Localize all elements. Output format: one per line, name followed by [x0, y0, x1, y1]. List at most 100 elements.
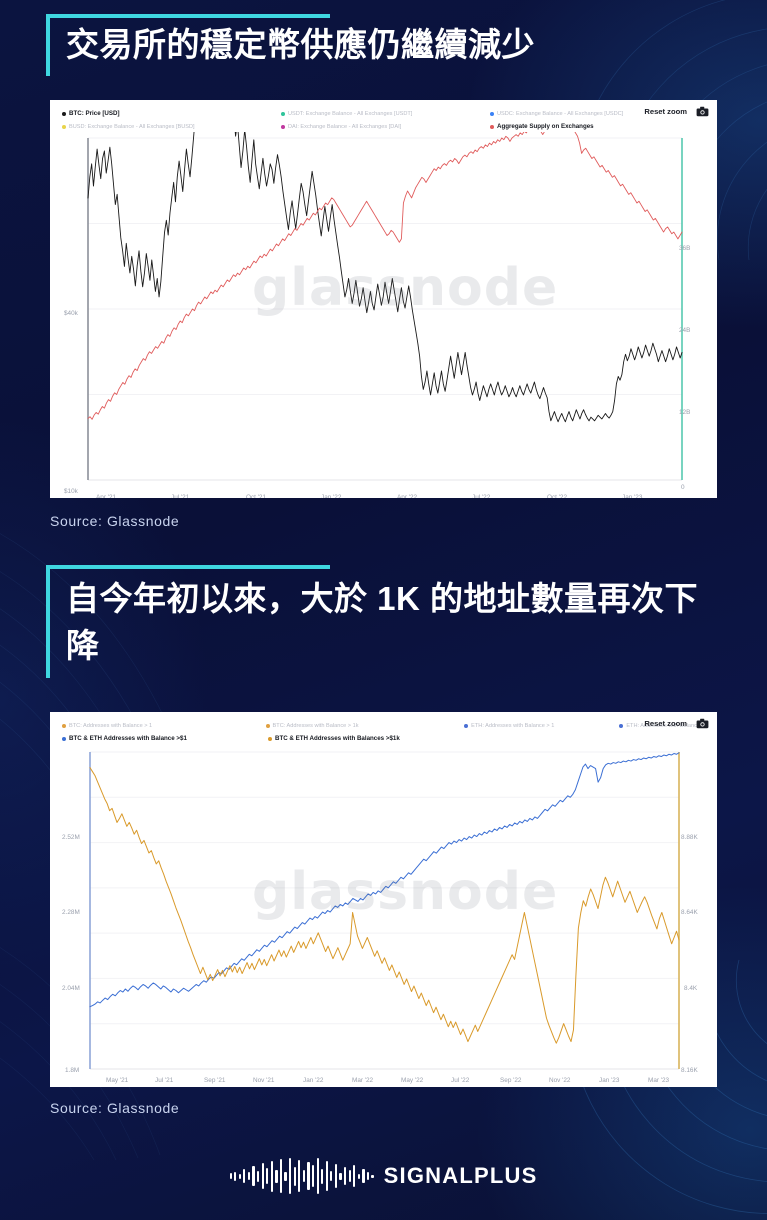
waveform-bar	[257, 1170, 260, 1182]
legend-dot-icon	[281, 111, 285, 116]
chart-2-legend-row-1: BTC: Addresses with Balance > 1 BTC: Add…	[62, 719, 709, 732]
y-right-tick: 0	[681, 484, 685, 491]
legend-label: BTC: Addresses with Balance > 1k	[272, 722, 359, 729]
y-left-tick: $40k	[64, 310, 78, 317]
x-tick: Sep '21	[204, 1077, 226, 1084]
waveform-bar	[362, 1169, 365, 1183]
legend-item-busd-balance[interactable]: BUSD: Exchange Balance - All Exchanges […	[62, 123, 272, 131]
legend-item-eth-addr-balance[interactable]: ETH: Addresses with Balance	[619, 722, 700, 730]
legend-label: ETH: Addresses with Balance > 1	[471, 722, 555, 729]
waveform-bar	[234, 1171, 237, 1181]
x-tick: Sep '22	[500, 1077, 522, 1084]
x-tick: Mar '23	[648, 1077, 670, 1084]
y-left-tick: 2.04M	[62, 985, 80, 992]
legend-label: BTC & ETH Addresses with Balances >$1k	[275, 734, 400, 742]
heading-accent-bar-top	[46, 14, 330, 18]
x-tick: Jan '23	[599, 1077, 620, 1084]
section-1-title: 交易所的穩定幣供應仍繼續減少	[66, 26, 535, 63]
legend-item-btc-price[interactable]: BTC: Price [USD]	[62, 110, 272, 118]
waveform-bar	[325, 1161, 328, 1191]
legend-dot-icon	[265, 723, 270, 728]
reset-zoom-button[interactable]: Reset zoom	[644, 107, 687, 116]
waveform-bar	[344, 1167, 347, 1185]
waveform-bar	[334, 1164, 338, 1188]
camera-icon[interactable]	[696, 718, 709, 729]
chart-1-plot-area[interactable]: $40k $10k 36B 24B 12B 0 Apr '21 Jul '21 …	[50, 132, 717, 498]
waveform-bar	[229, 1173, 232, 1179]
legend-dot-icon	[281, 124, 285, 129]
x-tick: Apr '21	[96, 494, 117, 498]
legend-label: BUSD: Exchange Balance - All Exchanges […	[69, 123, 195, 130]
legend-dot-icon	[490, 124, 494, 129]
heading-accent-bar-left	[46, 14, 50, 76]
waveform-bar	[311, 1165, 315, 1187]
footer-logo: SIGNALPLUS	[0, 1156, 767, 1196]
waveform-bar	[353, 1165, 356, 1187]
legend-label: USDC: Exchange Balance - All Exchanges […	[497, 110, 624, 117]
legend-label: DAI: Exchange Balance - All Exchanges [D…	[288, 123, 402, 130]
y-right-tick: 8.64K	[681, 909, 698, 916]
section-2-source: Source: Glassnode	[50, 1100, 180, 1116]
reset-zoom-button[interactable]: Reset zoom	[644, 719, 687, 728]
camera-icon[interactable]	[696, 106, 709, 117]
chart-card-address-counts: BTC: Addresses with Balance > 1 BTC: Add…	[50, 712, 717, 1087]
waveform-bar	[366, 1172, 370, 1180]
legend-label: USDT: Exchange Balance - All Exchanges […	[288, 110, 413, 117]
legend-item-eth-addr-gt-1[interactable]: ETH: Addresses with Balance > 1	[464, 722, 610, 730]
chart-card-stablecoin-supply: BTC: Price [USD] USDT: Exchange Balance …	[50, 100, 717, 498]
waveform-bar	[266, 1168, 269, 1184]
waveform-bar	[279, 1159, 283, 1193]
waveform-bar	[275, 1169, 278, 1183]
chart-2-legend: BTC: Addresses with Balance > 1 BTC: Add…	[50, 712, 717, 744]
x-tick: Jul '22	[451, 1077, 470, 1084]
x-tick: Oct '22	[547, 494, 568, 498]
chart-1-legend: BTC: Price [USD] USDT: Exchange Balance …	[50, 100, 717, 132]
legend-dot-icon	[464, 723, 469, 728]
legend-item-usdc-balance[interactable]: USDC: Exchange Balance - All Exchanges […	[490, 110, 623, 118]
waveform-bar	[252, 1166, 255, 1186]
waveform-bar	[307, 1162, 310, 1190]
waveform-bar	[247, 1172, 251, 1180]
legend-item-dai-balance[interactable]: DAI: Exchange Balance - All Exchanges [D…	[281, 123, 481, 131]
waveform-bar	[371, 1174, 374, 1178]
heading-accent-bar-left	[46, 565, 50, 678]
waveform-bar	[321, 1168, 324, 1184]
x-tick: Nov '21	[253, 1077, 275, 1084]
waveform-bar	[293, 1166, 296, 1186]
waveform-bar	[357, 1173, 360, 1179]
legend-item-aggregate-supply[interactable]: Aggregate Supply on Exchanges	[490, 123, 594, 131]
chart-2-svg	[89, 751, 680, 1070]
legend-item-btc-eth-gt-1usd[interactable]: BTC & ETH Addresses with Balance >$1	[62, 735, 259, 743]
waveform-bar	[270, 1160, 273, 1192]
y-left-tick: 1.8M	[65, 1067, 80, 1074]
x-tick: Jul '21	[155, 1077, 174, 1084]
legend-dot-icon	[62, 736, 66, 741]
x-tick: Mar '22	[352, 1077, 374, 1084]
waveform-bar	[243, 1169, 246, 1183]
y-right-tick: 36B	[679, 245, 691, 252]
chart-2-plot-area[interactable]: 2.52M 2.28M 2.04M 1.8M 8.88K 8.64K 8.4K …	[50, 744, 717, 1087]
legend-dot-icon	[268, 736, 272, 741]
legend-item-usdt-balance[interactable]: USDT: Exchange Balance - All Exchanges […	[281, 110, 481, 118]
waveform-bar	[348, 1170, 351, 1182]
legend-dot-icon	[62, 124, 66, 129]
x-tick: Jul '22	[472, 494, 491, 498]
brand-name: SIGNALPLUS	[383, 1163, 538, 1188]
y-right-tick: 12B	[679, 409, 691, 416]
x-tick: Apr '22	[397, 494, 418, 498]
section-2-title: 自今年初以來，大於 1K 的地址數量再次下降	[66, 580, 699, 664]
x-tick: Oct '21	[246, 494, 267, 498]
x-tick: Jul '21	[171, 494, 190, 498]
chart-2-legend-row-2: BTC & ETH Addresses with Balance >$1 BTC…	[62, 732, 709, 745]
legend-item-btc-addr-gt-1k[interactable]: BTC: Addresses with Balance > 1k	[265, 722, 456, 730]
waveform-bar	[298, 1160, 301, 1192]
x-tick: May '21	[106, 1077, 129, 1084]
y-left-tick: 2.52M	[62, 834, 80, 841]
legend-item-btc-addr-gt-1[interactable]: BTC: Addresses with Balance > 1	[62, 722, 257, 730]
legend-item-btc-eth-gt-1k[interactable]: BTC & ETH Addresses with Balances >$1k	[268, 735, 400, 743]
waveform-bar	[330, 1171, 333, 1181]
legend-label: Aggregate Supply on Exchanges	[497, 122, 594, 130]
x-tick: Nov '22	[549, 1077, 571, 1084]
waveform-bar	[238, 1173, 241, 1179]
y-right-tick: 8.4K	[684, 985, 698, 992]
